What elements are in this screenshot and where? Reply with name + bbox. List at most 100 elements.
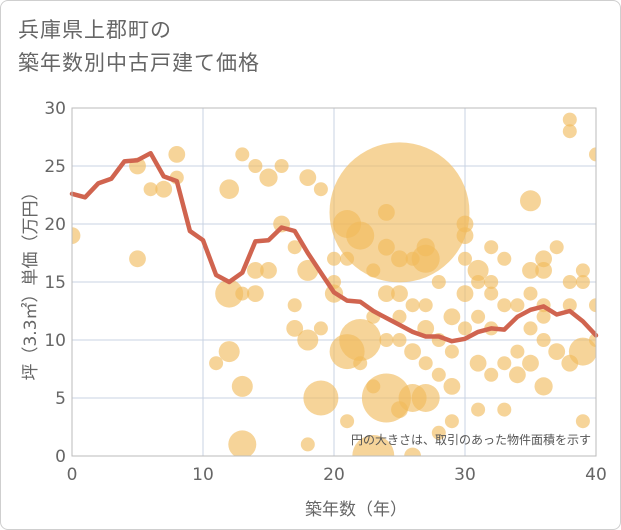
bubble-point [274,159,289,173]
bubble-point [456,227,474,245]
bubble-point [418,356,433,371]
bubble-point [510,344,525,359]
y-tick-label: 5 [55,389,66,409]
bubble-point [497,356,512,371]
bubble-point [392,309,407,324]
bubble-point [340,414,355,429]
bubble-point [346,221,375,250]
bubble-point [589,298,596,313]
bubble-point [520,190,541,212]
chart-title: 兵庫県上郡町の 築年数別中古戸建て価格 [18,14,260,80]
bubble-point [509,366,526,384]
bubble-point [366,263,381,278]
bubble-point [562,112,577,127]
bubble-point [391,401,408,418]
bubble-point [589,147,596,162]
y-tick-label: 30 [44,99,66,119]
bubble-point [471,402,486,417]
bubble-point [379,333,394,347]
bubble-point [522,354,539,372]
bubble-point [313,182,328,197]
bubble-point [456,215,474,233]
title-line-2: 築年数別中古戸建て価格 [18,51,260,75]
bubble-point [405,298,420,313]
bubble-point [418,298,433,313]
bubble-point [143,182,158,197]
bubble-point [562,124,577,139]
bubble-point [548,343,566,360]
bubble-point [522,262,539,279]
x-axis-label: 築年数（年） [305,500,407,520]
bubble-point [562,275,577,289]
bubble-point [392,333,407,347]
bubble-point [209,356,224,371]
x-tick-label: 30 [454,465,476,485]
bubble-point [575,414,590,429]
y-tick-label: 15 [44,273,66,293]
bubble-point [218,341,240,363]
bubble-point [327,251,341,266]
bubble-point [248,159,263,173]
x-tick-label: 0 [67,465,78,485]
bubble-point [299,169,317,187]
x-tick-label: 40 [585,465,607,485]
bubble-point [260,262,277,279]
bubble-point [523,286,538,301]
bubbles-layer [72,112,596,456]
bubble-point [484,240,499,255]
bubble-point [534,377,553,396]
bubble-point [313,321,328,336]
bubble-point [431,425,446,440]
bubble-point [443,378,461,395]
plot-border [71,107,597,457]
bubble-point [353,356,368,371]
x-tick-label: 20 [323,465,345,485]
bubble-point [484,286,499,301]
y-tick-label: 10 [44,331,66,351]
y-tick-label: 25 [44,157,66,177]
bubble-point [549,240,564,255]
bubble-point [378,285,395,302]
bubble-point [444,414,459,429]
bubble-point [416,238,435,257]
bubble-point [297,259,319,281]
bubble-point [575,275,590,289]
bubble-point [352,435,395,456]
bubble-point [431,275,446,289]
bubble-point [391,285,408,302]
bubble-point [411,384,440,412]
bubble-point [523,321,538,336]
bubble-point [469,354,487,372]
bubble-point [259,168,278,187]
bubble-point [484,367,499,382]
bubble-point [510,298,525,313]
bubble-point [484,275,499,289]
bubble-point [247,285,264,302]
bubble-point [235,147,250,162]
y-axis-label: 坪（3.3㎡）単価（万円） [21,183,41,380]
bubble-point [378,238,395,256]
bubble-point [215,279,244,308]
bubble-point [404,343,421,360]
bubble-point [458,251,472,266]
x-tick-labels: 0 10 20 30 40 [67,465,607,485]
bubble-point [300,437,315,452]
bubble-point [431,367,446,382]
bubble-point [405,251,420,266]
bubble-point [562,298,577,313]
bubble-point [467,259,489,281]
bubble-point [297,329,319,351]
size-note: 円の大きさは、取引のあった物件面積を示す [351,432,591,447]
bubble-point [286,320,304,337]
bubble-point [497,251,512,266]
bubble-point [458,321,472,336]
bubble-point [497,298,512,313]
bubble-point [72,227,81,244]
bubble-point [247,262,264,279]
bubble-point [456,285,474,302]
bubble-point [471,309,486,324]
average-price-line [69,150,599,344]
bubble-point [340,251,355,266]
y-tick-labels: 0 5 10 15 20 25 30 [44,99,66,467]
bubble-point [391,250,408,268]
